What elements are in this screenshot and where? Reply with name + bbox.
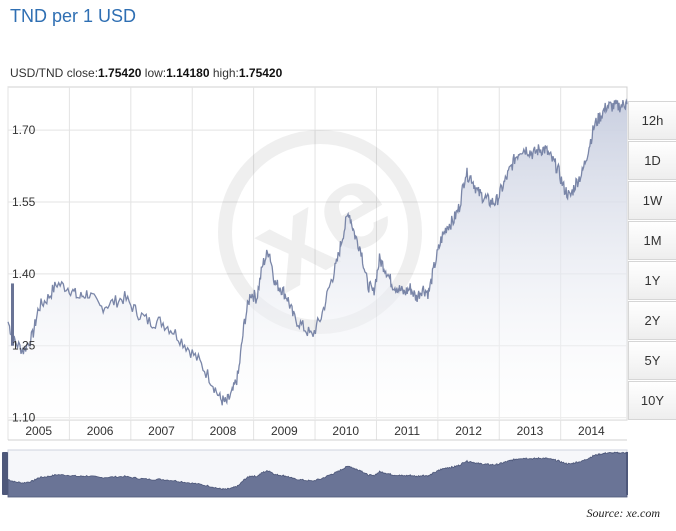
currency-pair: USD/TND xyxy=(10,66,64,80)
x-tick-label: 2010 xyxy=(332,424,359,438)
x-tick-label: 2011 xyxy=(394,424,420,438)
low-label: low: xyxy=(144,66,167,80)
x-tick-label: 2008 xyxy=(210,424,237,438)
page-title: TND per 1 USD xyxy=(10,6,137,26)
navigator[interactable] xyxy=(2,449,628,498)
y-tick-label: 1.70 xyxy=(12,123,36,137)
range-selector: 12h 1D 1W 1M 1Y 2Y 5Y 10Y xyxy=(628,101,676,421)
navigator-left-handle[interactable] xyxy=(2,452,8,495)
x-tick-label: 2009 xyxy=(271,424,298,438)
low-value: 1.14180 xyxy=(166,66,210,80)
navigator-right-handle[interactable] xyxy=(626,452,628,495)
x-tick-label: 2012 xyxy=(455,424,482,438)
y-tick-label: 1.25 xyxy=(12,339,36,353)
x-tick-label: 2005 xyxy=(25,424,52,438)
series-area xyxy=(8,99,627,421)
series-line xyxy=(7,98,628,406)
range-button-5y[interactable]: 5Y xyxy=(628,341,676,380)
range-button-1y[interactable]: 1Y xyxy=(628,261,676,300)
high-value: 1.75420 xyxy=(238,66,283,80)
source-credit: Source: xe.com xyxy=(586,506,660,520)
range-button-10y[interactable]: 10Y xyxy=(628,381,676,420)
x-tick-label: 2006 xyxy=(87,424,114,438)
close-value: 1.75420 xyxy=(98,66,142,80)
range-button-1d[interactable]: 1D xyxy=(628,141,676,180)
high-label: high: xyxy=(212,66,239,80)
y-tick-label: 1.40 xyxy=(12,267,36,281)
price-summary: USD/TND close:1.75420 low:1.14180 high:1… xyxy=(10,66,282,80)
range-button-1w[interactable]: 1W xyxy=(628,181,676,220)
range-button-2y[interactable]: 2Y xyxy=(628,301,676,340)
y-tick-label: 1.10 xyxy=(12,411,36,425)
range-button-1m[interactable]: 1M xyxy=(628,221,676,260)
close-label: close: xyxy=(66,66,99,80)
navigator-series xyxy=(7,451,628,498)
x-tick-label: 2007 xyxy=(148,424,175,438)
range-button-12h[interactable]: 12h xyxy=(628,101,676,140)
range-start-marker xyxy=(11,283,14,346)
y-tick-label: 1.55 xyxy=(12,195,36,209)
x-tick-label: 2013 xyxy=(517,424,544,438)
x-tick-label: 2014 xyxy=(578,424,605,438)
